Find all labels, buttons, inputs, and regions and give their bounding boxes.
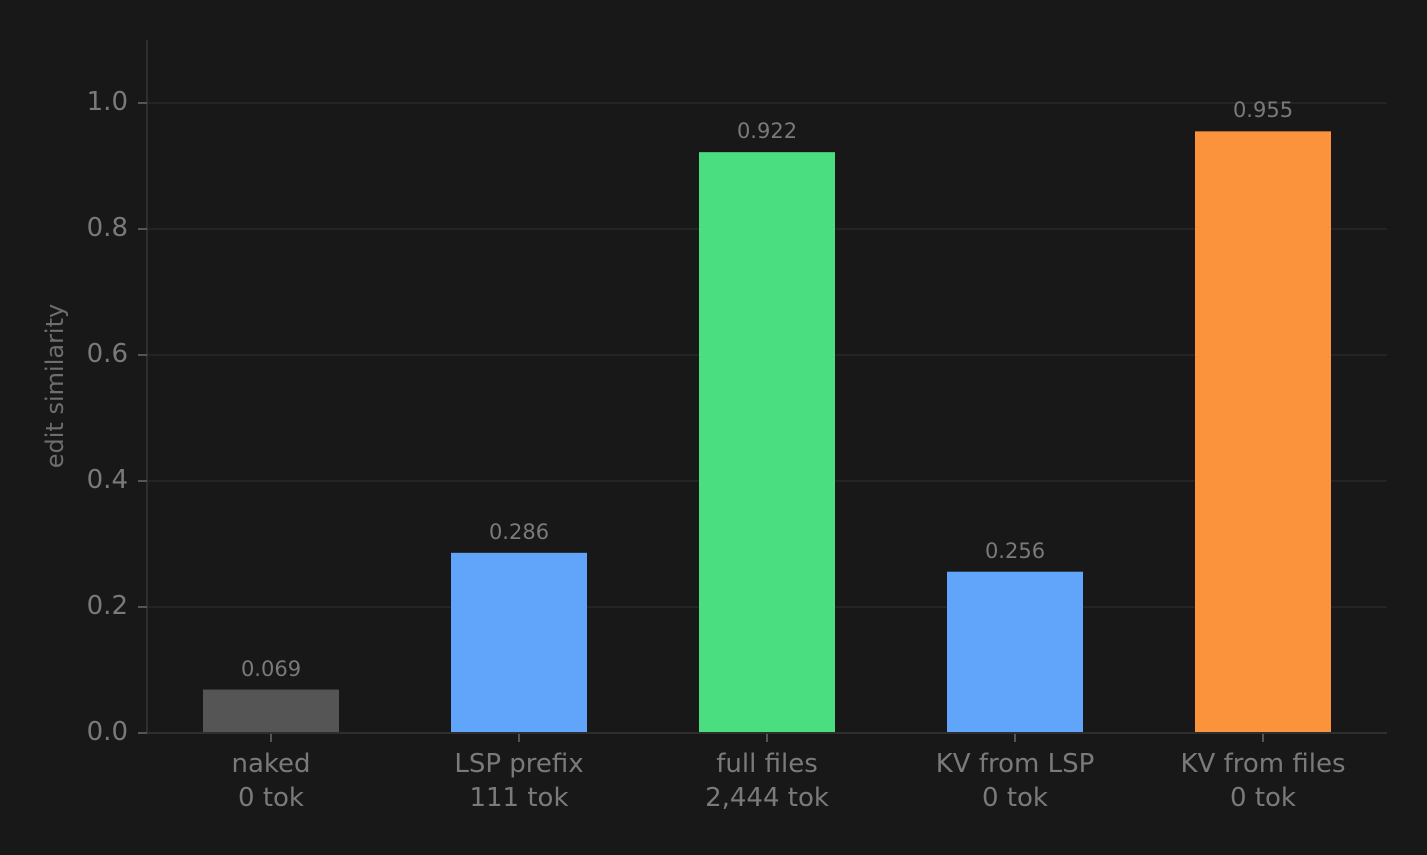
category-name: KV from LSP <box>935 749 1095 779</box>
category-name: full files <box>716 749 818 779</box>
x-tick-label: full files 2,444 tok <box>647 747 887 815</box>
bar-value-label: 0.286 <box>488 519 550 544</box>
y-tick-label: 0.0 <box>86 717 128 747</box>
y-tick-label: 0.4 <box>86 465 128 495</box>
bar-value-label: 0.256 <box>984 538 1046 563</box>
bar-kv-from-files <box>1195 131 1331 734</box>
bar-naked <box>203 689 339 733</box>
category-token-count: 111 tok <box>469 783 569 813</box>
y-tick-label: 0.6 <box>86 339 128 369</box>
y-tick-label: 1.0 <box>86 87 128 117</box>
category-name: LSP prefix <box>454 749 584 779</box>
x-tick-label: KV from LSP 0 tok <box>895 747 1135 815</box>
category-token-count: 0 tok <box>1230 783 1296 813</box>
x-tick-label: naked 0 tok <box>151 747 391 815</box>
category-token-count: 2,444 tok <box>705 783 829 813</box>
y-tick-label: 0.2 <box>86 591 128 621</box>
bar-lsp-prefix <box>451 552 587 733</box>
x-tick-label: LSP prefix 111 tok <box>399 747 639 815</box>
category-token-count: 0 tok <box>238 783 304 813</box>
bar-value-label: 0.955 <box>1232 98 1294 123</box>
y-axis-label: edit similarity <box>41 303 69 469</box>
bar-full-files <box>699 152 835 733</box>
y-tick-label: 0.8 <box>86 213 128 243</box>
bar-kv-from-lsp <box>947 571 1083 733</box>
category-token-count: 0 tok <box>982 783 1048 813</box>
bar-value-label: 0.922 <box>736 119 798 144</box>
bar-value-label: 0.069 <box>240 656 302 681</box>
x-tick-label: KV from files 0 tok <box>1143 747 1383 815</box>
category-name: KV from files <box>1180 749 1346 779</box>
category-name: naked <box>231 749 311 779</box>
